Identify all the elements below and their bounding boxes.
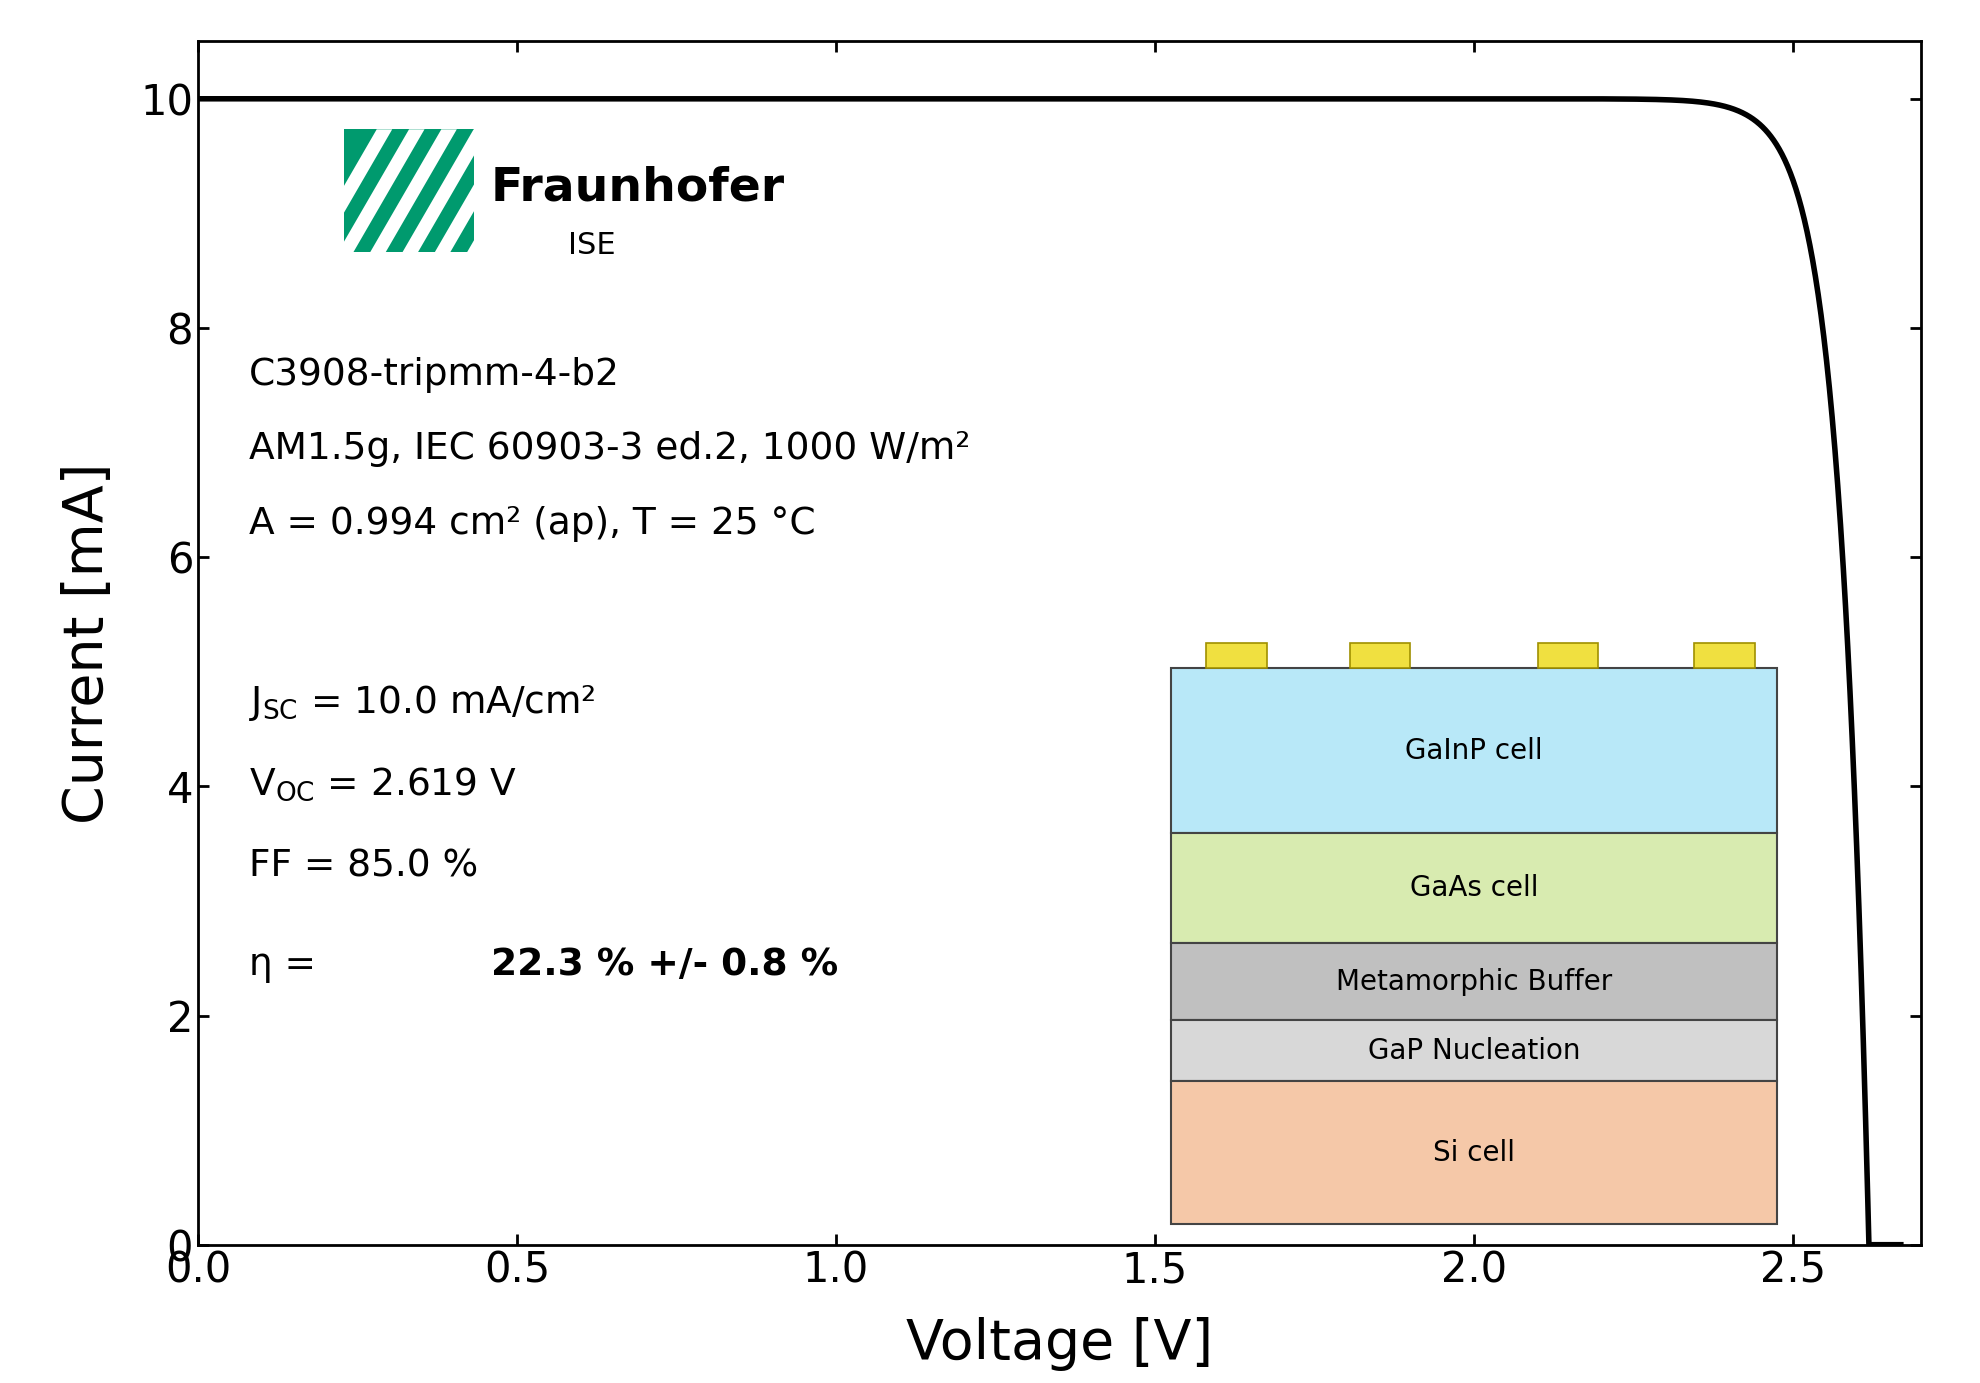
Text: AM1.5g, IEC 60903-3 ed.2, 1000 W/m²: AM1.5g, IEC 60903-3 ed.2, 1000 W/m²: [249, 431, 970, 467]
Bar: [1538, 643, 1598, 668]
Text: GaInP cell: GaInP cell: [1406, 737, 1542, 765]
Bar: [1170, 668, 1776, 834]
Bar: [1170, 1021, 1776, 1082]
Text: η =: η =: [249, 947, 329, 983]
Text: Fraunhofer: Fraunhofer: [491, 166, 784, 210]
Bar: [1170, 834, 1776, 943]
Text: J$_{\mathregular{SC}}$ = 10.0 mA/cm²: J$_{\mathregular{SC}}$ = 10.0 mA/cm²: [249, 683, 596, 723]
Text: ISE: ISE: [568, 231, 616, 260]
Y-axis label: Current [mA]: Current [mA]: [61, 462, 115, 824]
Text: 22.3 % +/- 0.8 %: 22.3 % +/- 0.8 %: [491, 947, 840, 983]
Bar: [1170, 943, 1776, 1021]
Text: C3908-tripmm-4-b2: C3908-tripmm-4-b2: [249, 357, 620, 393]
Text: Si cell: Si cell: [1434, 1138, 1515, 1166]
Bar: [1206, 643, 1267, 668]
Text: Metamorphic Buffer: Metamorphic Buffer: [1336, 968, 1612, 996]
Text: GaAs cell: GaAs cell: [1410, 874, 1538, 903]
Bar: [1170, 1082, 1776, 1224]
Bar: [1350, 643, 1410, 668]
Bar: [1695, 643, 1754, 668]
Text: V$_{\mathregular{OC}}$ = 2.619 V: V$_{\mathregular{OC}}$ = 2.619 V: [249, 766, 517, 804]
Text: A = 0.994 cm² (ap), T = 25 °C: A = 0.994 cm² (ap), T = 25 °C: [249, 506, 816, 542]
X-axis label: Voltage [V]: Voltage [V]: [905, 1317, 1214, 1371]
Text: FF = 85.0 %: FF = 85.0 %: [249, 848, 479, 884]
Text: GaP Nucleation: GaP Nucleation: [1368, 1037, 1580, 1065]
